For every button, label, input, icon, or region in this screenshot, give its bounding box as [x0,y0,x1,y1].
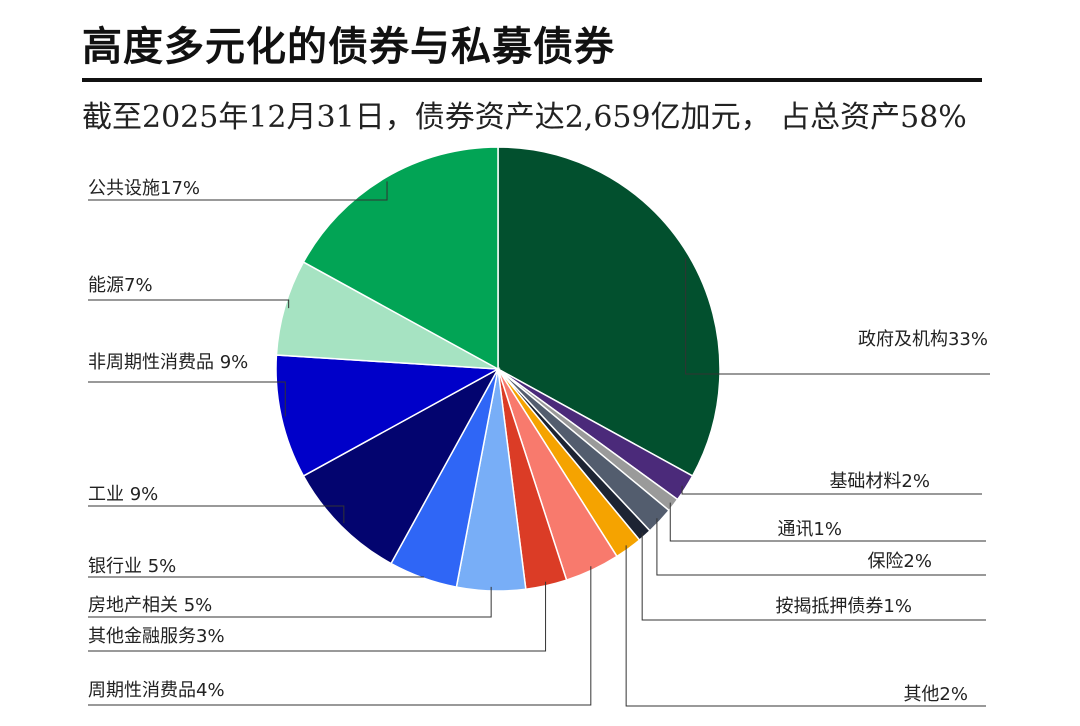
leader-line [669,502,986,542]
slice-label: 其他金融服务3% [88,626,225,647]
slice-label: 基础材料2% [829,471,930,492]
slice-label: 公共设施17% [88,178,200,199]
leader-line [681,485,982,495]
pie-slices [275,146,721,592]
leader-line [88,581,547,652]
slice-label: 按揭抵押债券1% [775,596,912,617]
slice-label: 非周期性消费品 9% [88,352,248,373]
leader-line [641,532,986,621]
leader-line [88,299,290,309]
slice-label: 政府及机构33% [858,329,988,350]
leader-line [685,258,990,375]
slice-label: 银行业 5% [88,556,176,577]
leader-line [88,586,492,618]
slice-label: 能源7% [88,275,153,296]
leader-line [625,545,986,707]
pie-slice [302,146,499,371]
leader-lines [88,181,990,707]
slice-label: 其他2% [903,684,968,705]
title-divider [82,78,982,82]
slice-label: 保险2% [867,551,932,572]
slice-label: 工业 9% [88,484,158,505]
leader-line [88,505,345,524]
slice-label: 通讯1% [777,519,842,540]
leader-line [88,181,388,201]
slice-labels: 政府及机构33% 基础材料2% 通讯1% 保险2% 按揭抵押债券1% 其他2% 周期性消费品… [88,178,988,705]
pie-slice [275,354,501,477]
chart-subtitle: 截至2025年12月31日，债券资产达2,659亿加元， 占总资产58% [82,100,967,135]
leader-line [88,566,592,706]
chart-title: 高度多元化的债券与私募债券 [82,24,615,70]
pie-slice [302,367,500,565]
slice-label: 房地产相关 5% [88,595,212,616]
pie-slice [497,146,721,477]
slice-label: 周期性消费品4% [88,680,225,701]
leader-line [656,518,986,576]
leader-line [88,381,286,417]
